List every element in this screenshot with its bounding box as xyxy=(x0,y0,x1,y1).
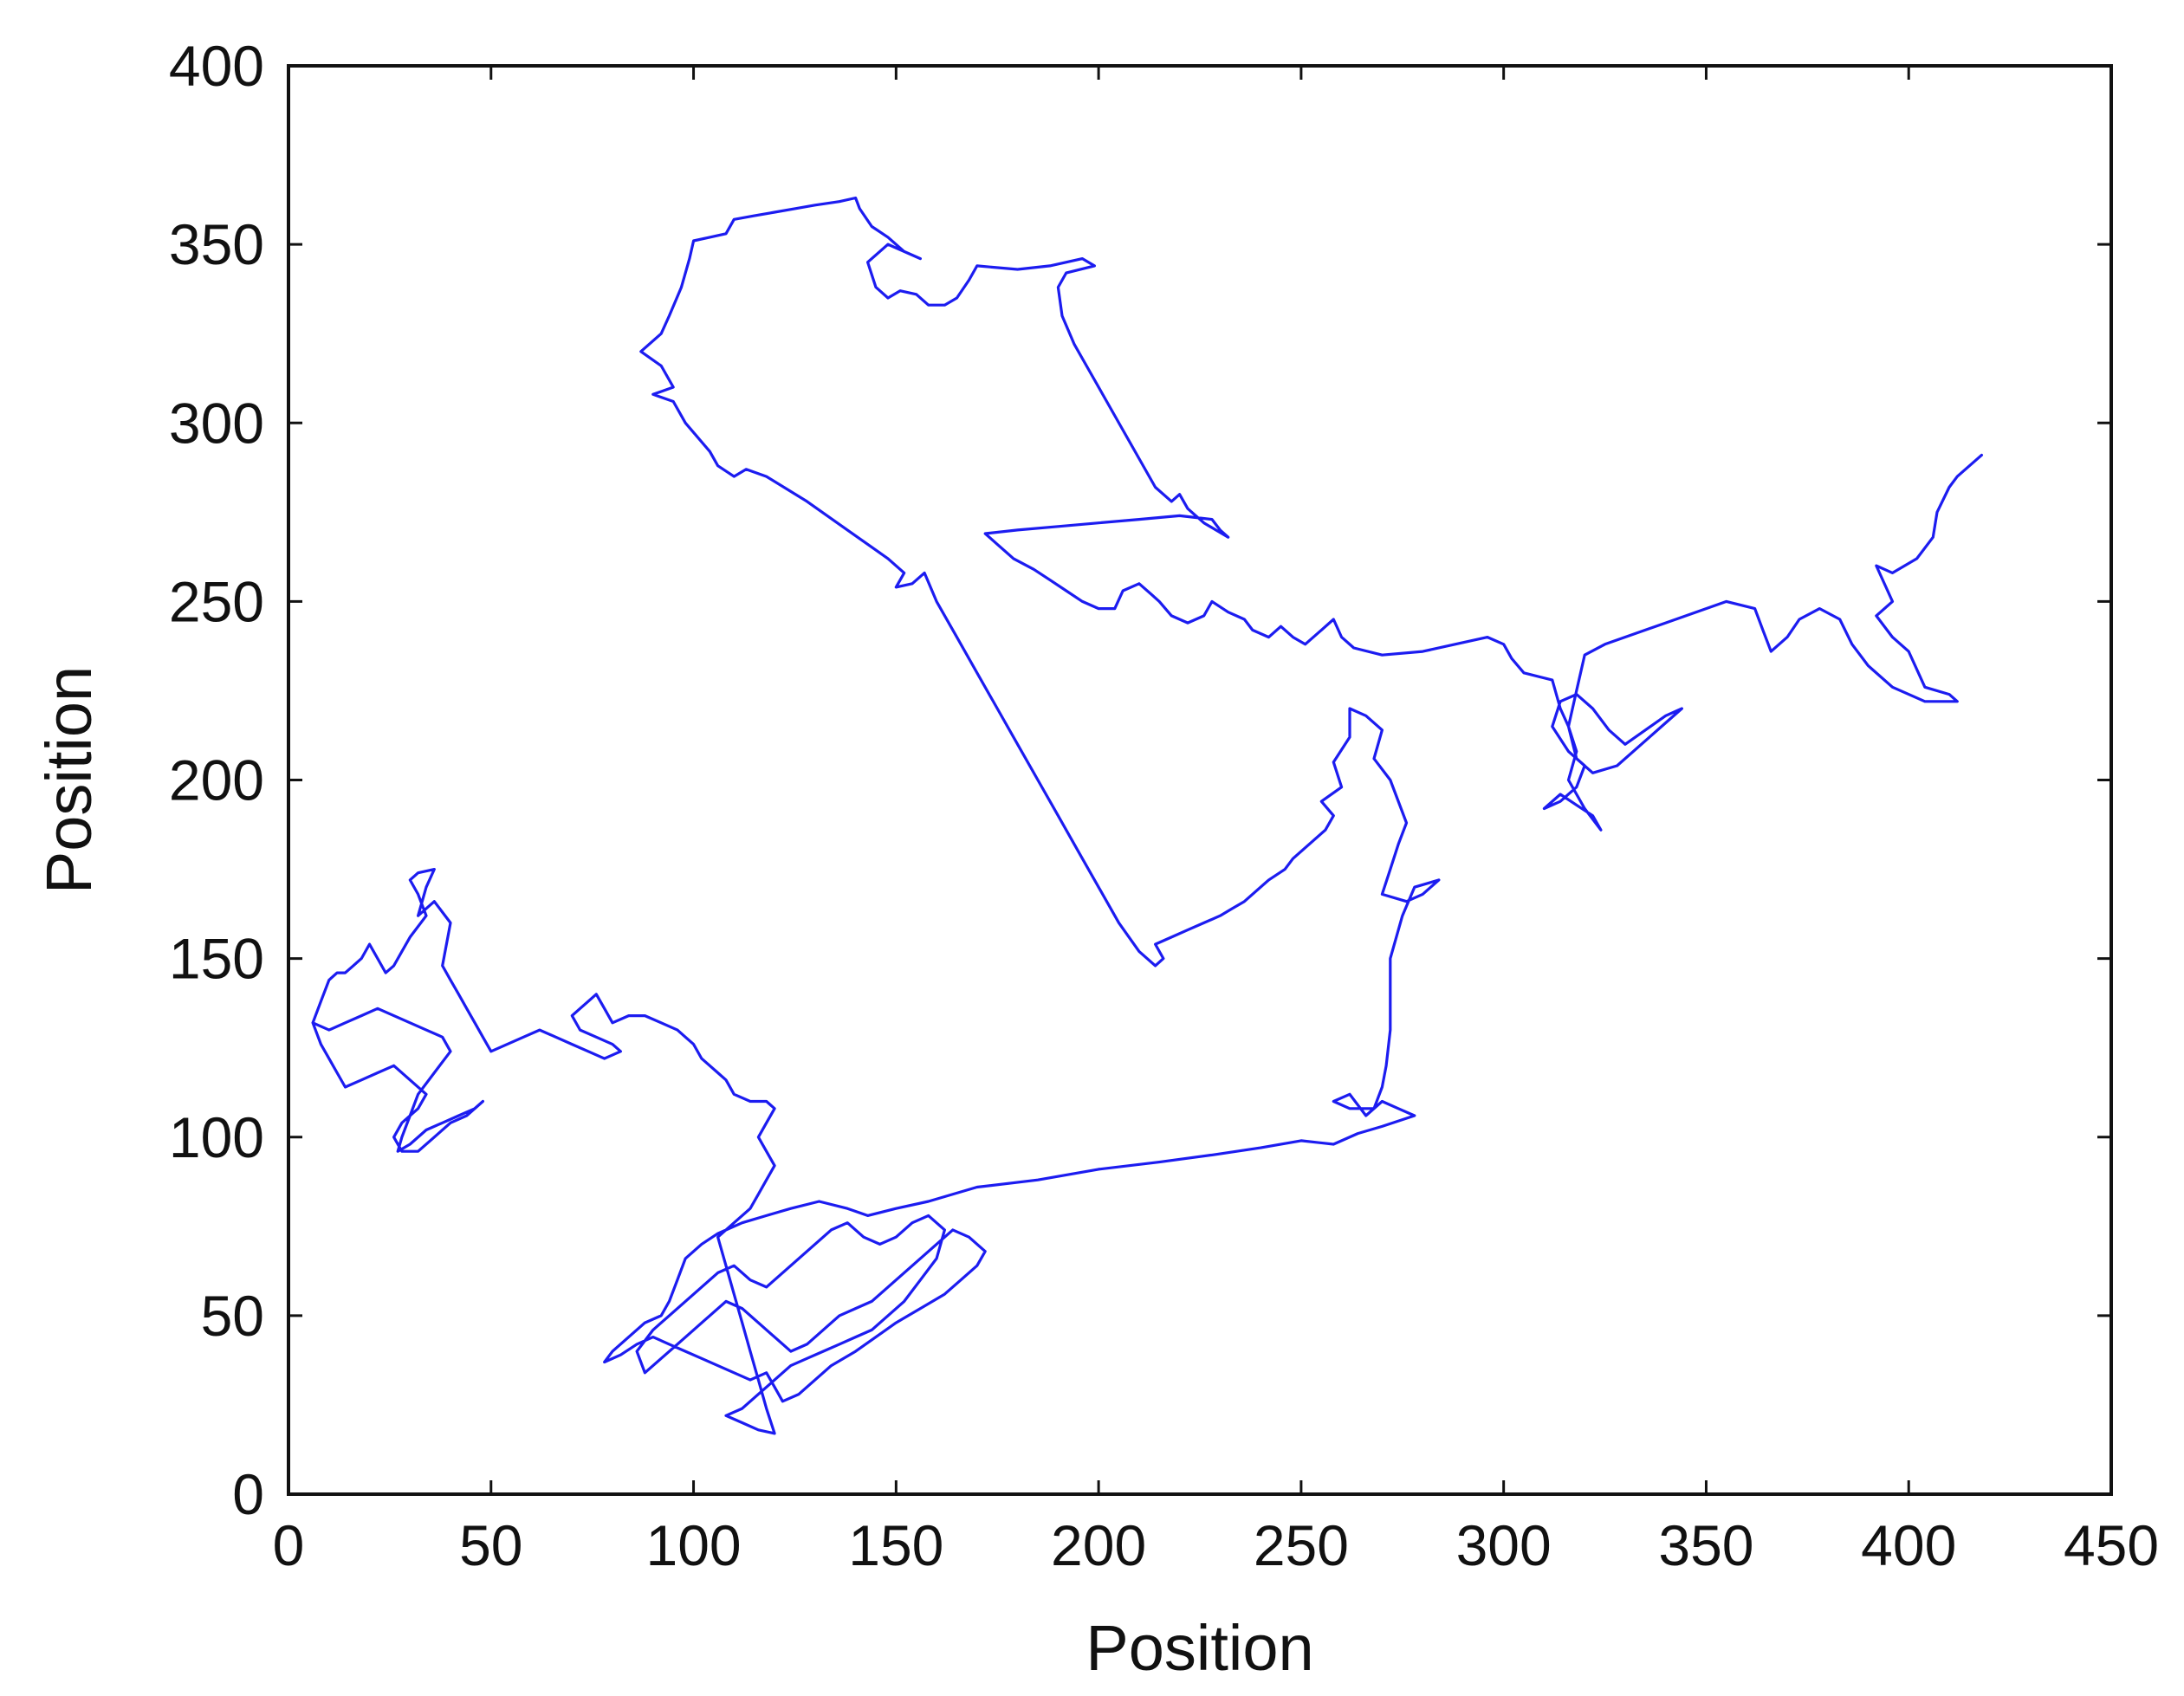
x-tick-label: 0 xyxy=(273,1513,305,1577)
x-tick-label: 450 xyxy=(2064,1513,2159,1577)
plot-area xyxy=(311,196,1983,1435)
y-tick-label: 150 xyxy=(169,927,264,991)
x-tick-label: 150 xyxy=(848,1513,943,1577)
y-tick-label: 350 xyxy=(169,212,264,276)
y-tick-label: 300 xyxy=(169,391,264,455)
x-tick-label: 200 xyxy=(1051,1513,1146,1577)
y-tick-label: 200 xyxy=(169,748,264,812)
y-tick-label: 400 xyxy=(169,34,264,98)
y-tick-label: 250 xyxy=(169,569,264,633)
x-tick-label: 350 xyxy=(1658,1513,1753,1577)
plot-frame xyxy=(287,64,2113,1496)
x-tick-label: 250 xyxy=(1254,1513,1349,1577)
x-tick-label: 300 xyxy=(1456,1513,1552,1577)
x-tick-label: 50 xyxy=(459,1513,522,1577)
y-tick-label: 0 xyxy=(232,1462,264,1526)
y-axis-title: Position xyxy=(33,666,105,894)
trajectory-line-0 xyxy=(311,196,1983,1435)
x-axis-title: Position xyxy=(1086,1612,1313,1684)
tick-labels: 0 50 100 150 200 250 300 350 400 450 0 50 100 150 200 2… xyxy=(169,34,2159,1577)
y-tick-label: 100 xyxy=(169,1105,264,1169)
x-tick-label: 100 xyxy=(645,1513,741,1577)
y-tick-label: 50 xyxy=(201,1284,264,1348)
x-tick-label: 400 xyxy=(1861,1513,1956,1577)
